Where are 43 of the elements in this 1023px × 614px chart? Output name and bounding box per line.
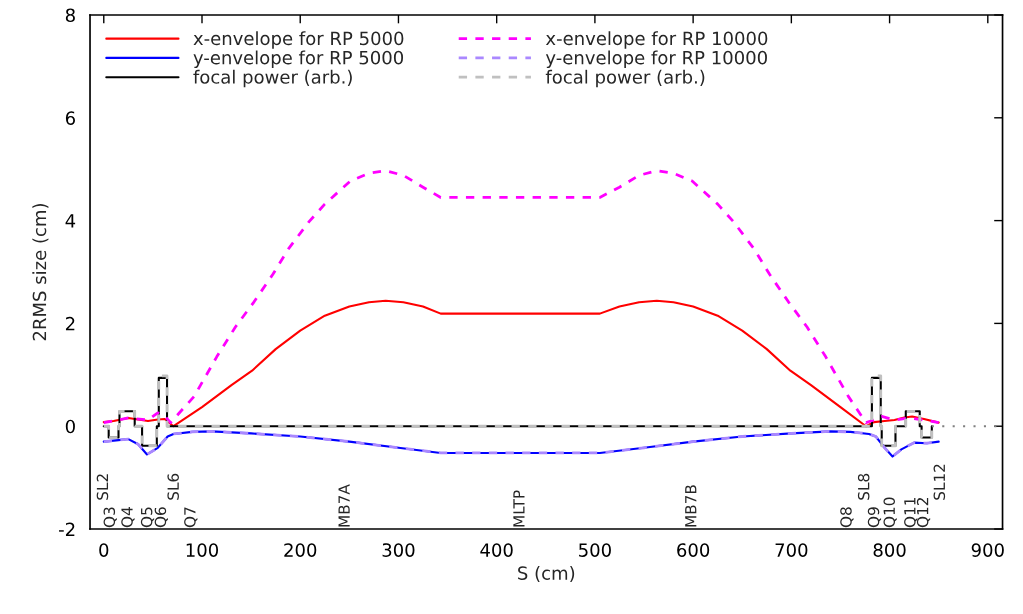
annotation: MLTP [513,490,525,527]
x-tick-label: 700 [775,543,808,557]
annotation: Q9 [867,507,882,528]
annotation: SL8 [857,473,870,500]
x-tick-label: 800 [873,543,906,557]
line-series [102,169,941,425]
annotation: Q8 [840,507,854,528]
annotation: Q11 [904,497,918,528]
legend-label: focal power (arb.) [193,69,352,88]
annotation: SL6 [167,473,179,500]
annotation: Q4 [121,507,135,528]
x-tick-label: 600 [677,543,710,557]
legend-label: y-envelope for RP 10000 [545,50,767,68]
x-tick-label: 200 [284,543,317,557]
legend-label: x-envelope for RP 5000 [193,31,404,49]
annotation: SL12 [933,464,946,500]
annotation: SL2 [96,474,109,500]
y-tick-label: 6 [65,111,75,125]
annotation: Q5 [140,507,155,528]
legend-label: x-envelope for RP 10000 [545,31,768,49]
y-tick-label: -2 [59,522,75,536]
x-tick-label: 400 [480,543,513,557]
annotation: MB7B [685,485,697,527]
y-tick-label: 2 [65,316,75,331]
y-tick-label: 0 [65,419,75,434]
annotation: MB7A [338,484,350,527]
line-series [102,299,940,428]
x-tick-label: 0 [99,543,109,557]
annotation: Q3 [103,507,117,528]
annotation: Q7 [184,507,198,528]
legend-label: focal power (arb.) [545,69,705,88]
legend-label: y-envelope for RP 5000 [193,50,404,68]
x-tick-label: 900 [971,543,1004,557]
annotation: Q12 [916,498,931,528]
x-axis-title: S (cm) [518,565,575,583]
annotation: Q10 [883,497,897,528]
annotation: Q6 [154,507,168,528]
x-tick-label: 500 [579,543,611,557]
y-axis-title: 2RMS size (cm) [32,203,49,341]
y-tick-label: 4 [65,214,76,228]
x-tick-label: 300 [382,543,415,557]
y-tick-label: 8 [65,8,75,23]
x-tick-label: 100 [186,543,219,557]
